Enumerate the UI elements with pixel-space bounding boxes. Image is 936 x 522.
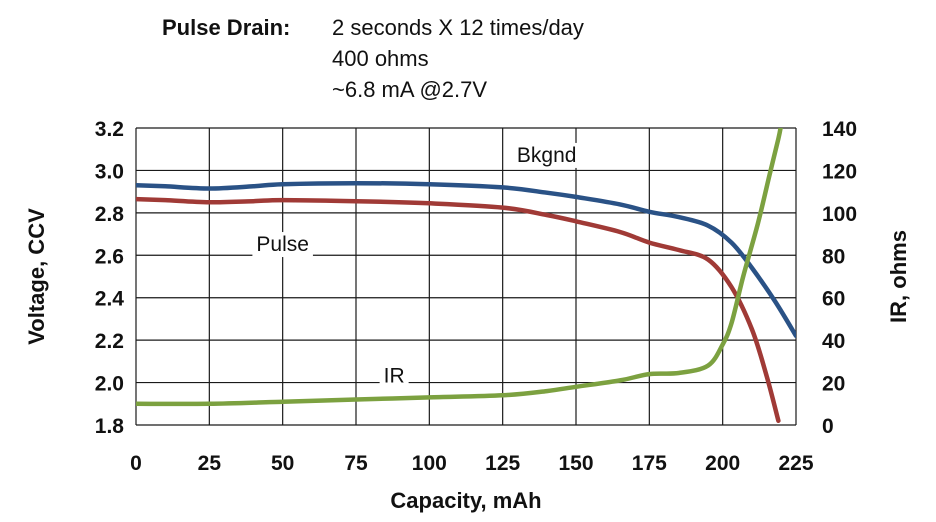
series-annotation-bkgnd: Bkgnd (517, 144, 577, 167)
series-annotation-pulse: Pulse (256, 233, 309, 256)
x-tick-label-3: 75 (344, 452, 368, 475)
chart-title-line-2: 400 ohms (332, 46, 429, 71)
x-tick-label-1: 25 (198, 452, 222, 475)
annotation-background-1 (252, 232, 313, 258)
grid (135, 127, 797, 426)
y-right-tick-label-6: 120 (822, 160, 857, 183)
y-left-tick-label-0: 1.8 (95, 415, 125, 438)
y-right-tick-label-2: 40 (822, 330, 845, 353)
chart-title-line-1: 2 seconds X 12 times/day (332, 15, 584, 40)
x-tick-label-9: 225 (778, 452, 813, 475)
y-left-tick-label-5: 2.8 (95, 203, 125, 226)
y-right-tick-label-3: 60 (822, 288, 845, 311)
series-line-bkgnd (136, 180, 796, 339)
x-tick-label-6: 150 (558, 452, 593, 475)
y-left-tick-label-2: 2.2 (95, 330, 124, 353)
y-right-tick-label-1: 20 (822, 373, 845, 396)
series-line-pulse (136, 196, 781, 424)
chart-title-details: 2 seconds X 12 times/day 400 ohms ~6.8 m… (332, 12, 584, 105)
x-axis-label: Capacity, mAh (390, 488, 541, 513)
y-left-tick-label-6: 3.0 (95, 160, 124, 183)
x-tick-label-5: 125 (485, 452, 520, 475)
series-annotation-ir: IR (384, 365, 405, 388)
x-tick-label-8: 200 (705, 452, 740, 475)
x-tick-label-0: 0 (130, 452, 142, 475)
y-axis-label-left: Voltage, CCV (24, 208, 49, 345)
y-right-tick-label-7: 140 (822, 118, 857, 141)
y-right-tick-label-0: 0 (822, 415, 834, 438)
tick-labels: 0 25 50 75 100 125 150 175 200 2251.82.02.22.42.6… (95, 118, 857, 475)
y-axis-label-right: IR, ohms (886, 230, 911, 323)
y-left-tick-label-4: 2.6 (95, 245, 124, 268)
series-line-ir (136, 128, 783, 407)
y-right-tick-label-4: 80 (822, 245, 845, 268)
annotation-background-2 (379, 363, 409, 389)
series-group (136, 128, 796, 424)
chart-title-label: Pulse Drain: (162, 15, 291, 40)
y-left-tick-label-7: 3.2 (95, 118, 124, 141)
x-tick-label-7: 175 (632, 452, 667, 475)
annotations: Bkgnd Pulse IR (252, 142, 581, 389)
x-tick-label-4: 100 (412, 452, 447, 475)
y-left-tick-label-1: 2.0 (95, 373, 124, 396)
y-left-tick-label-3: 2.4 (95, 288, 125, 311)
x-tick-label-2: 50 (271, 452, 294, 475)
chart-title-line-3: ~6.8 mA @2.7V (332, 77, 488, 102)
annotation-background-0 (512, 142, 581, 168)
y-right-tick-label-5: 100 (822, 203, 857, 226)
